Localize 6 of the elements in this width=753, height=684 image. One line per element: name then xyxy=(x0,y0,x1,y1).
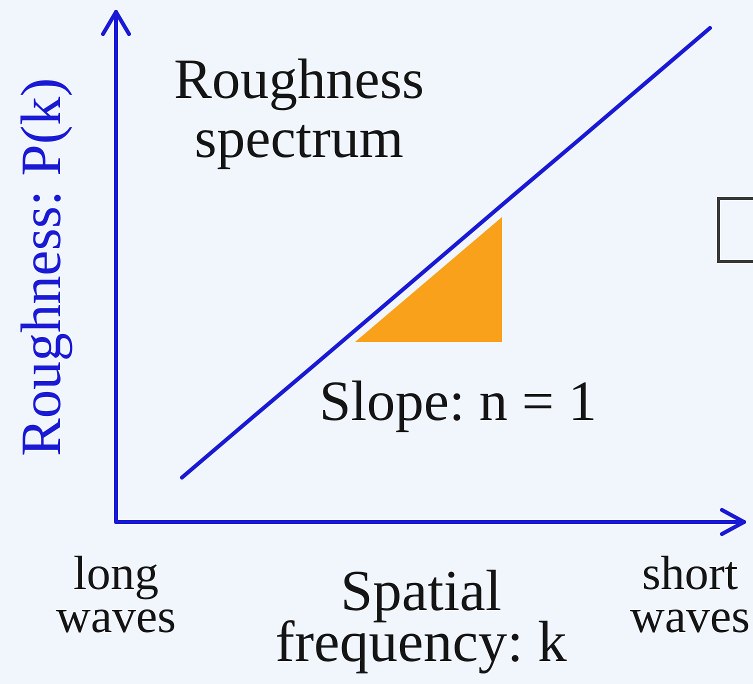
text: short waves xyxy=(630,547,750,643)
y-axis-title: Roughness: P(k) xyxy=(10,78,73,456)
annotation: Roughness spectrum xyxy=(174,48,424,170)
annotation: Slope: n = 1 xyxy=(319,370,597,433)
x-axis-title: Spatial frequency: k xyxy=(275,558,567,674)
text: long waves xyxy=(56,547,176,643)
